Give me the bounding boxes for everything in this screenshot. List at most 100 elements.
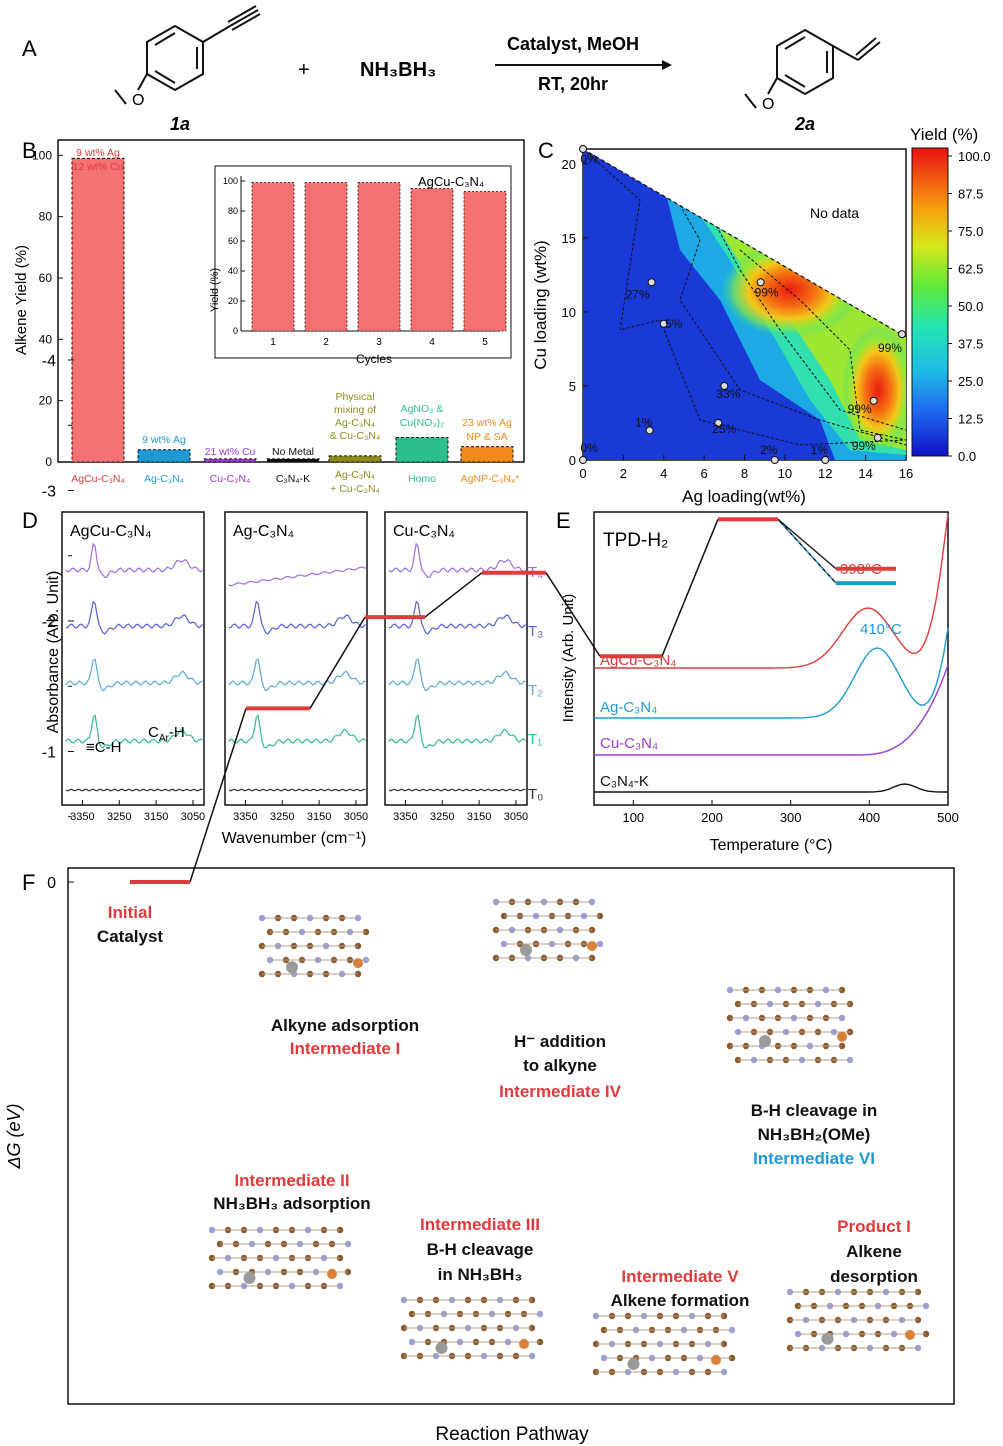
x-tick-label: 2 xyxy=(620,466,627,481)
y-tick-label: 15 xyxy=(562,231,576,246)
annotation-nometal: No Metal xyxy=(272,446,314,458)
ir-trace xyxy=(228,600,366,635)
ag-atom xyxy=(520,944,532,956)
inset-x-tick-label: 2 xyxy=(323,337,329,348)
pathway-connector xyxy=(777,518,837,570)
pathway-connector xyxy=(661,518,719,657)
x-tick-label: 3350 xyxy=(393,811,417,823)
sample-point xyxy=(821,456,830,464)
inset-x-label: Cycles xyxy=(356,352,392,366)
reagent-label: NH₃BH₃ xyxy=(360,59,436,81)
state-label: NH₃BH₂(OMe) xyxy=(758,1125,871,1144)
colorbar-ticks: 100.0 87.5 75.0 62.5 50.0 37.5 25.0 12.5 0.0 xyxy=(948,149,991,464)
bar-series xyxy=(71,157,514,463)
panel-f: F ΔG (eV) Reaction Pathway 0 -1 -2 -3 -4 Ini… xyxy=(4,353,955,1445)
ir-subplot: Ag-C₃N₄ 3350 3250 3150 3050 xyxy=(224,511,368,823)
y-tick-label: 5 xyxy=(569,379,576,394)
sample-point xyxy=(714,418,723,427)
subplot-title: AgCu-C₃N₄ xyxy=(70,523,152,540)
bar xyxy=(266,458,320,463)
inset-y-tick-label: 40 xyxy=(228,266,238,276)
point-label: 1% xyxy=(635,415,653,429)
no-data-label: No data xyxy=(810,205,859,221)
colorbar-tick-label: 12.5 xyxy=(958,412,983,427)
inset-y-tick-label: 100 xyxy=(223,176,238,186)
x-tick-label: 14 xyxy=(858,466,872,481)
colorbar-tick-label: 100.0 xyxy=(958,149,991,164)
state-label: Intermediate III xyxy=(420,1215,540,1234)
bar xyxy=(137,449,191,463)
ir-trace xyxy=(65,542,203,579)
y-tick-label: -4 xyxy=(42,353,56,370)
x-tick-label: Cu-C₃N₄ xyxy=(210,473,251,485)
state-label: B-H cleavage xyxy=(427,1240,534,1259)
ir-trace xyxy=(65,658,203,692)
ir-subplot: AgCu-C₃N₄ 3350 3250 3150 3050 xyxy=(61,511,205,823)
sample-point xyxy=(647,278,656,287)
subplot-frame xyxy=(224,511,368,806)
inset-bar xyxy=(251,182,295,332)
y-tick-label: 10 xyxy=(562,305,576,320)
lattice-structure xyxy=(592,1312,736,1376)
x-tick-label: 6 xyxy=(701,466,708,481)
sample-point xyxy=(869,396,878,405)
sample-point xyxy=(645,426,654,435)
sample-point xyxy=(720,381,729,390)
plot-frame xyxy=(67,867,955,1405)
tpd-curves xyxy=(594,513,949,793)
pathway-connector xyxy=(424,572,483,618)
y-tick-label: 100 xyxy=(32,148,52,162)
x-tick-label: 12 xyxy=(818,466,832,481)
point-label: 27% xyxy=(626,287,650,301)
state-label: to alkyne xyxy=(523,1056,597,1075)
y-axis-label: ΔG (eV) xyxy=(4,1103,24,1169)
cu-atom xyxy=(587,941,597,951)
ir-trace xyxy=(228,658,366,692)
x-tick-label: 3050 xyxy=(344,811,368,823)
state-label: Intermediate I xyxy=(290,1039,401,1058)
annotation-agnp: NP & SA xyxy=(466,431,507,443)
panel-d: D Absorbance (Arb. Unit) AgCu-C₃N₄ 3350 32… xyxy=(22,508,543,847)
sample-point xyxy=(756,278,765,287)
point-label: 2% xyxy=(760,443,778,457)
cu-atom xyxy=(837,1031,847,1042)
trace-label: T₃ xyxy=(528,623,543,640)
x-tick-label: + Cu-C₃N₄ xyxy=(330,483,380,495)
ag-atom xyxy=(435,1342,448,1354)
colorbar-tick-label: 62.5 xyxy=(958,262,983,277)
bar xyxy=(395,436,449,463)
annotation-homo: Cu(NO₃)₂ xyxy=(400,417,445,429)
trace-label: T₂ xyxy=(528,682,543,699)
colorbar-tick-label: 25.0 xyxy=(958,374,983,389)
tpd-curve xyxy=(594,664,949,756)
x-tick-label: 3350 xyxy=(233,811,257,823)
x-tick-label: 3350 xyxy=(70,811,94,823)
inset-x-tick-label: 3 xyxy=(376,337,382,348)
contour-line xyxy=(699,194,906,431)
point-label: 0% xyxy=(580,441,598,455)
point-label: 99% xyxy=(755,285,779,299)
x-axis-label: Temperature (°C) xyxy=(710,837,833,854)
sample-point xyxy=(897,330,906,339)
trace-labels: T₄ T₃ T₂ T₁ T₀ xyxy=(528,564,543,803)
bar xyxy=(71,157,125,463)
x-tick-label: 10 xyxy=(778,466,792,481)
panel-label: D xyxy=(22,508,38,533)
inset-plot: AgCu-C₃N₄ Yield (%) Cycles 020406080100 … xyxy=(209,165,512,366)
bar-annotations: 9 wt% Ag 12 wt% Cu 9 wt% Ag 21 wt% Cu No… xyxy=(73,147,512,458)
x-tick-label: 3250 xyxy=(107,811,131,823)
x-tick-label: AgNP-C₃N₄* xyxy=(461,473,520,485)
state-label: Initial xyxy=(108,903,152,922)
x-tick-label: 200 xyxy=(701,810,723,825)
inset-bar xyxy=(463,191,507,332)
colorbar-tick-label: 75.0 xyxy=(958,224,983,239)
annotation-physmix: Ag-C₃N₄ xyxy=(335,417,375,429)
colorbar xyxy=(911,147,949,457)
ir-trace xyxy=(388,600,526,635)
x-axis-label: Wavenumber (cm⁻¹) xyxy=(222,830,367,847)
point-label: 1% xyxy=(811,443,829,457)
bar xyxy=(460,446,514,463)
ir-trace xyxy=(388,658,526,692)
inset-bar xyxy=(357,182,401,332)
